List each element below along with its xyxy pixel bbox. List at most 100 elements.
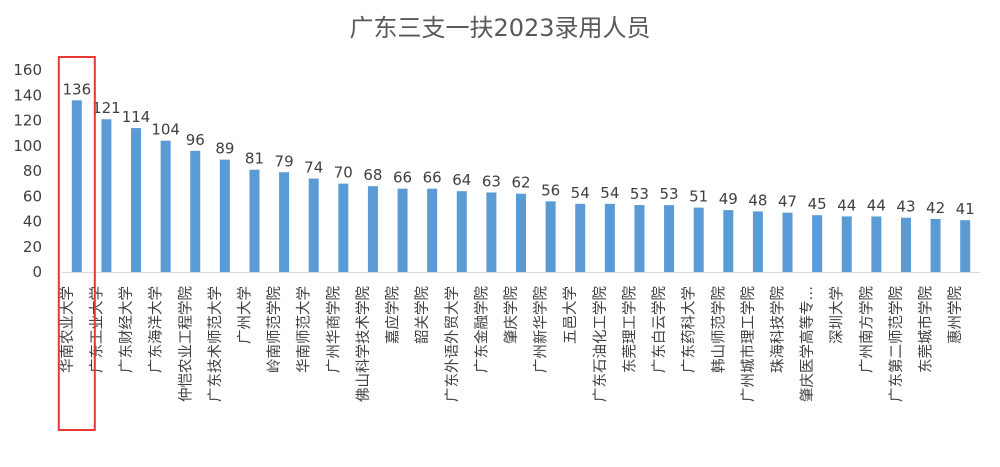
x-tick-label: 岭南师范学院 bbox=[266, 286, 283, 373]
x-tick-label: 佛山科学技术学院 bbox=[355, 286, 372, 402]
x-tick-label: 广东白云学院 bbox=[651, 286, 668, 373]
x-tick-label: 广东海洋大学 bbox=[148, 286, 165, 373]
bars bbox=[71, 100, 971, 272]
bar bbox=[397, 188, 408, 272]
bar bbox=[249, 169, 260, 272]
bar bbox=[456, 191, 467, 272]
data-label: 79 bbox=[275, 152, 294, 170]
data-label: 62 bbox=[511, 174, 530, 192]
bar bbox=[723, 210, 734, 272]
data-label: 53 bbox=[660, 185, 679, 203]
x-tick-label: 广东石油化工学院 bbox=[592, 286, 609, 402]
data-label: 43 bbox=[896, 198, 915, 216]
bar bbox=[279, 172, 290, 272]
data-label: 96 bbox=[186, 131, 205, 149]
x-tick-label: 华南农业大学 bbox=[59, 286, 76, 373]
bar bbox=[427, 188, 438, 272]
x-tick-label: 广东财经大学 bbox=[118, 286, 135, 373]
data-label: 104 bbox=[151, 121, 180, 139]
x-tick-label: 广东技术师范大学 bbox=[207, 286, 224, 402]
data-label: 121 bbox=[92, 99, 121, 117]
highlight-box bbox=[57, 56, 96, 431]
bar bbox=[486, 192, 497, 272]
x-tick-label: 广州南方学院 bbox=[858, 286, 875, 373]
data-label: 68 bbox=[363, 166, 382, 184]
y-axis: 0 20 40 60 80 100 120 140 160 bbox=[13, 61, 42, 281]
y-tick-label: 40 bbox=[23, 213, 42, 231]
x-tick-label: 广州大学 bbox=[236, 286, 253, 344]
bar bbox=[871, 216, 882, 272]
x-tick-label: 广州城市理工学院 bbox=[740, 286, 757, 402]
bar bbox=[664, 205, 675, 272]
data-label: 54 bbox=[600, 184, 619, 202]
x-tick-label: 肇庆医学高等专… bbox=[798, 286, 816, 402]
data-label: 49 bbox=[719, 190, 738, 208]
data-label: 54 bbox=[571, 184, 590, 202]
y-tick-label: 160 bbox=[13, 61, 42, 79]
x-tick-label: 韶关学院 bbox=[414, 286, 431, 344]
data-label: 74 bbox=[304, 159, 323, 177]
data-label: 56 bbox=[541, 181, 560, 199]
bar bbox=[930, 218, 941, 272]
x-axis: 华南农业大学 广东工业大学 广东财经大学 广东海洋大学 仲恺农业工程学院 广东技术师范大学… bbox=[59, 272, 980, 402]
x-tick-label: 珠海科技学院 bbox=[770, 286, 787, 373]
highlight-box bbox=[57, 56, 96, 431]
bar bbox=[338, 183, 349, 272]
bar bbox=[545, 201, 556, 272]
x-tick-label: 东莞城市学院 bbox=[918, 286, 935, 373]
data-label: 47 bbox=[778, 193, 797, 211]
x-tick-label: 深圳大学 bbox=[829, 286, 846, 344]
bar bbox=[634, 205, 645, 272]
x-tick-label: 惠州学院 bbox=[947, 286, 964, 344]
x-tick-label: 广东外语外贸大学 bbox=[444, 286, 461, 402]
x-tick-label: 华南师范大学 bbox=[296, 286, 313, 373]
data-label: 53 bbox=[630, 185, 649, 203]
data-label: 89 bbox=[215, 140, 234, 158]
y-tick-label: 0 bbox=[32, 263, 42, 281]
bar bbox=[960, 220, 971, 272]
data-label: 48 bbox=[748, 191, 767, 209]
data-label: 51 bbox=[689, 188, 708, 206]
data-label: 70 bbox=[334, 164, 353, 182]
y-tick-label: 100 bbox=[13, 137, 42, 155]
bar bbox=[131, 128, 142, 272]
x-tick-label: 广州新华学院 bbox=[533, 286, 550, 373]
data-label: 44 bbox=[867, 196, 886, 214]
bar bbox=[71, 100, 82, 272]
y-tick-label: 60 bbox=[23, 187, 42, 205]
data-label: 64 bbox=[452, 171, 471, 189]
x-tick-label: 嘉应学院 bbox=[384, 286, 402, 344]
data-label: 45 bbox=[808, 195, 827, 213]
x-tick-label: 仲恺农业工程学院 bbox=[177, 286, 194, 402]
data-label: 42 bbox=[926, 199, 945, 217]
data-label: 136 bbox=[62, 80, 91, 98]
data-label: 114 bbox=[122, 108, 151, 126]
data-label: 81 bbox=[245, 150, 264, 168]
data-label: 63 bbox=[482, 172, 501, 190]
bar bbox=[841, 216, 852, 272]
bar bbox=[219, 159, 230, 272]
x-tick-label: 广东药科大学 bbox=[681, 286, 698, 373]
bar bbox=[900, 217, 911, 272]
bar bbox=[782, 212, 793, 272]
y-tick-label: 20 bbox=[23, 238, 42, 256]
bar bbox=[190, 150, 201, 272]
bar bbox=[160, 140, 171, 272]
bar bbox=[604, 203, 615, 272]
bar bbox=[812, 215, 823, 272]
x-tick-label: 东莞理工学院 bbox=[621, 286, 638, 373]
data-label: 41 bbox=[956, 200, 975, 218]
data-label: 44 bbox=[837, 196, 856, 214]
y-tick-label: 80 bbox=[23, 162, 42, 180]
bar bbox=[367, 186, 378, 272]
y-tick-label: 120 bbox=[13, 112, 42, 130]
x-tick-label: 韩山师范学院 bbox=[710, 286, 727, 373]
bar bbox=[575, 203, 586, 272]
data-label: 66 bbox=[423, 169, 442, 187]
x-tick-label: 广东金融学院 bbox=[473, 286, 490, 373]
data-label: 66 bbox=[393, 169, 412, 187]
bar bbox=[101, 119, 112, 272]
x-tick-label: 肇庆学院 bbox=[503, 286, 520, 344]
